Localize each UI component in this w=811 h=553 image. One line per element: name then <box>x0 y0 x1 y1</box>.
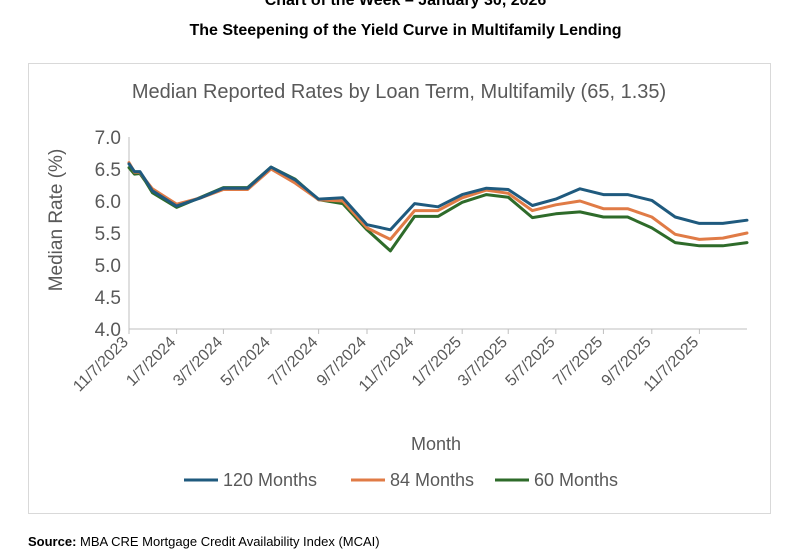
series-lines <box>127 161 749 253</box>
axes: 4.04.55.05.56.06.57.011/7/20231/7/20243/… <box>70 128 747 395</box>
x-tick-label: 5/7/2025 <box>503 334 559 390</box>
x-tick-label: 7/7/2025 <box>550 334 606 390</box>
line-chart: Median Reported Rates by Loan Term, Mult… <box>46 81 749 490</box>
legend: 120 Months 84 Months 60 Months <box>184 470 618 490</box>
x-tick-label: 1/7/2025 <box>409 334 465 390</box>
chart-subject-heading: The Steepening of the Yield Curve in Mul… <box>189 22 622 39</box>
x-tick-label: 1/7/2024 <box>123 334 179 390</box>
legend-label: 120 Months <box>223 470 317 490</box>
legend-label: 84 Months <box>390 470 474 490</box>
x-tick-label: 5/7/2024 <box>218 334 274 390</box>
x-axis-label: Month <box>411 434 461 454</box>
legend-label: 60 Months <box>534 470 618 490</box>
y-tick-label: 4.5 <box>95 288 121 309</box>
x-tick-label: 11/7/2023 <box>70 334 132 396</box>
y-tick-label: 6.0 <box>95 192 121 213</box>
y-tick-label: 5.5 <box>95 224 121 245</box>
y-tick-label: 6.5 <box>95 160 121 181</box>
x-tick-label: 3/7/2025 <box>455 334 511 390</box>
y-tick-label: 5.0 <box>95 256 121 277</box>
source-label: Source: <box>28 534 77 549</box>
y-tick-label: 4.0 <box>95 320 121 341</box>
x-tick-label: 7/7/2024 <box>265 334 321 390</box>
chart-of-the-week-heading: Chart of the Week – January 30, 2026 <box>264 0 547 9</box>
y-axis-label: Median Rate (%) <box>46 149 67 292</box>
y-tick-label: 7.0 <box>95 128 121 149</box>
chart-container: Median Reported Rates by Loan Term, Mult… <box>28 63 771 514</box>
series-line-84-months <box>127 161 749 241</box>
chart-title: Median Reported Rates by Loan Term, Mult… <box>132 81 666 103</box>
source-text: MBA CRE Mortgage Credit Availability Ind… <box>80 534 380 549</box>
series-line-120-months <box>127 162 749 232</box>
x-tick-label: 3/7/2024 <box>170 334 226 390</box>
source-note: Source: MBA CRE Mortgage Credit Availabi… <box>28 534 380 549</box>
